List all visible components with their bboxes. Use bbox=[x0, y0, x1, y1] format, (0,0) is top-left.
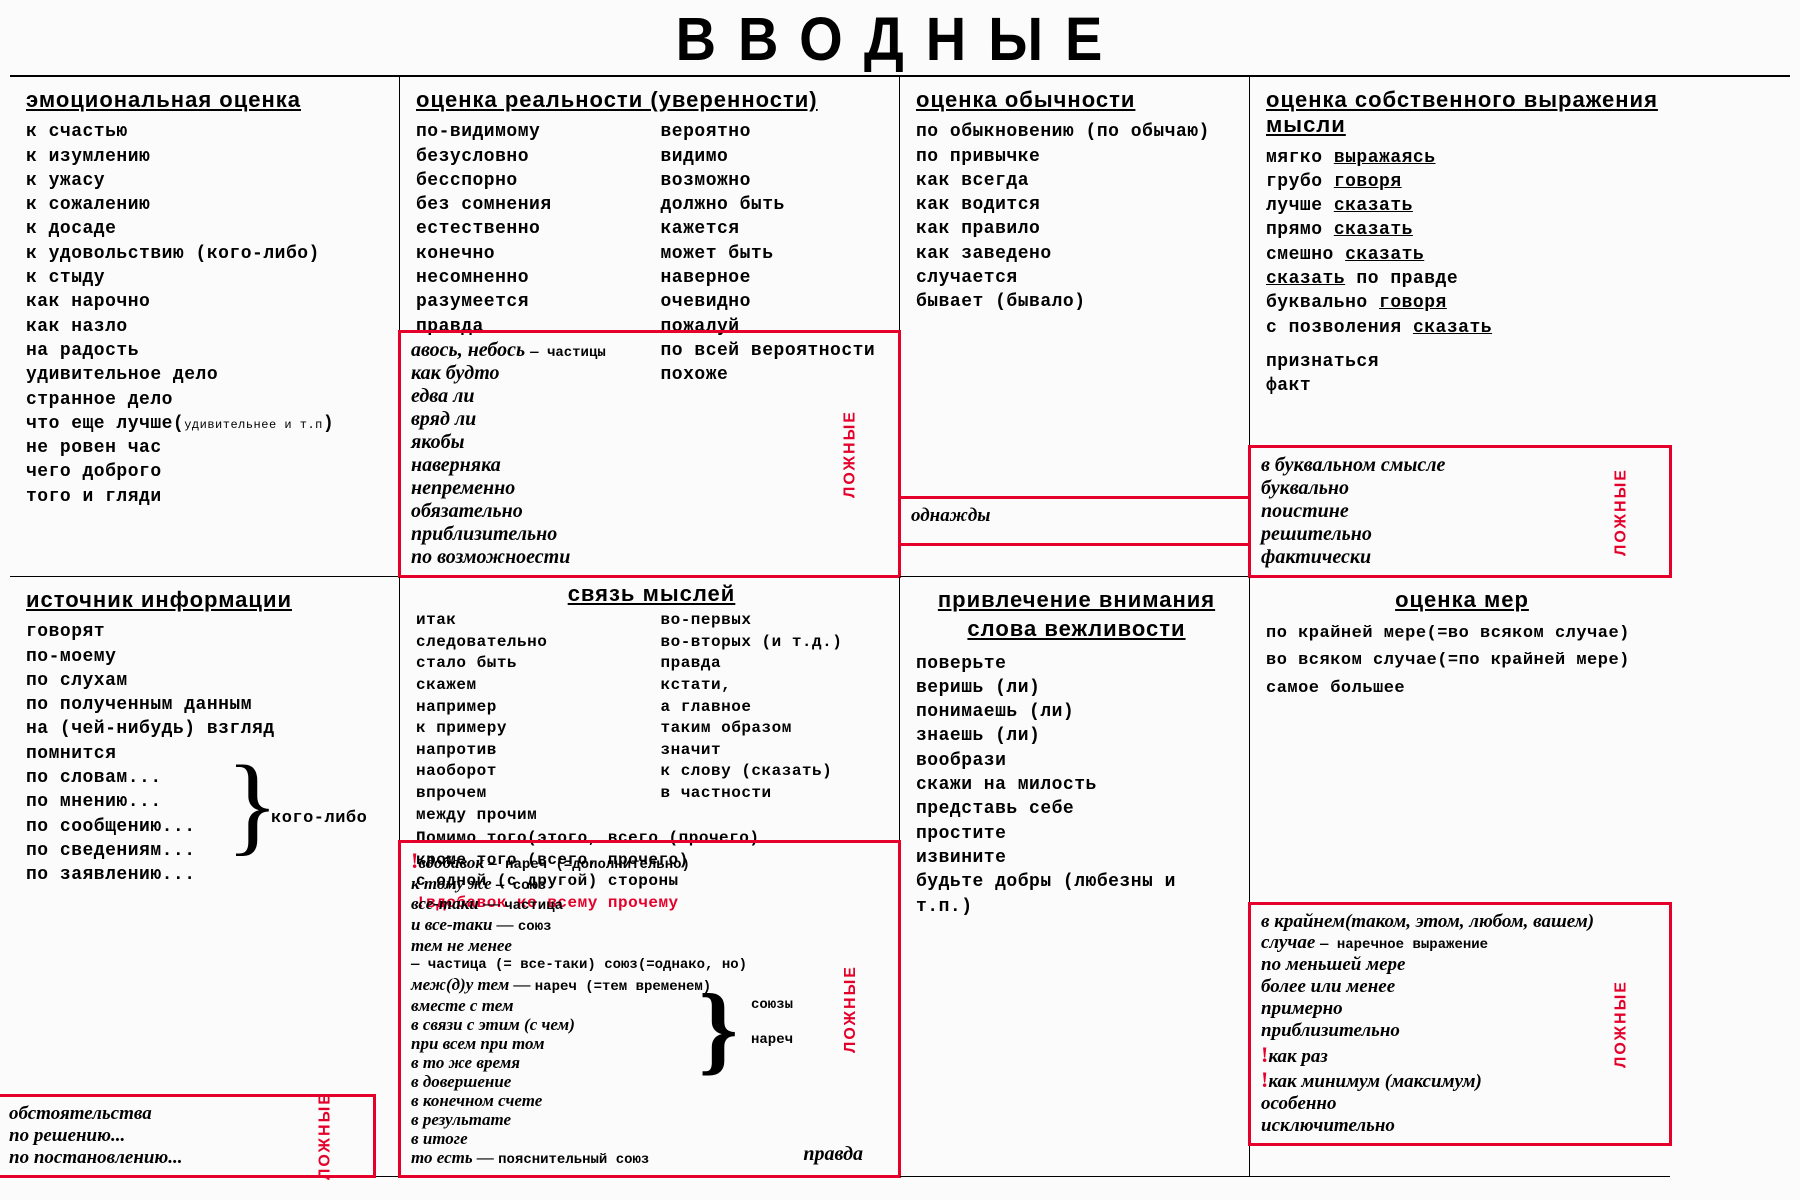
false-box: в крайнем(таком, этом, любом, вашем) слу… bbox=[1248, 902, 1672, 1146]
false-box: авось, небось — частицыкак будтоедва лив… bbox=[398, 330, 901, 578]
false-box: !вдобавок — нареч (=дополнительно)к тому… bbox=[398, 840, 901, 1178]
cell-connection: связь мыслей итакследовательностало быть… bbox=[400, 577, 900, 1177]
heading: эмоциональная оценка bbox=[26, 87, 387, 112]
heading: оценка собственного выражения мысли bbox=[1266, 87, 1658, 138]
cell-attention: привлечение внимания слова вежливости по… bbox=[900, 577, 1250, 1177]
list: говорятпо-моемупо слухампо полученным да… bbox=[26, 620, 387, 766]
cell-measure: оценка мер по крайней мере(=во всяком сл… bbox=[1250, 577, 1670, 1177]
list: по обыкновению (по обычаю)по привычкекак… bbox=[916, 120, 1237, 314]
list: поверьтеверишь (ли)понимаешь (ли)знаешь … bbox=[916, 652, 1237, 919]
list: мягко выражаясьгрубо говорялучше сказать… bbox=[1266, 146, 1658, 340]
heading: оценка реальности (уверенности) bbox=[416, 87, 887, 112]
cell-expression: оценка собственного выражения мысли мягк… bbox=[1250, 77, 1670, 577]
false-box: однажды bbox=[898, 496, 1251, 546]
list: к счастьюк изумлениюк ужасук сожалениюк … bbox=[26, 120, 387, 509]
false-label: ЛОЖНЫЕ bbox=[1613, 980, 1631, 1068]
cell-source: источник информации говорятпо-моемупо сл… bbox=[10, 577, 400, 1177]
heading: оценка мер bbox=[1266, 587, 1658, 612]
list: по крайней мере(=во всяком случае)во вся… bbox=[1266, 620, 1658, 702]
false-label: ЛОЖНЫЕ bbox=[317, 1092, 335, 1180]
heading2: слова вежливости bbox=[916, 616, 1237, 641]
cell-emotional: эмоциональная оценка к счастьюк изумлени… bbox=[10, 77, 400, 577]
false-label: ЛОЖНЫЕ bbox=[842, 410, 860, 498]
heading: оценка обычности bbox=[916, 87, 1237, 112]
false-box: в буквальном смыслебуквальнопоистинереши… bbox=[1248, 445, 1672, 578]
false-box: обстоятельствапо решению...по постановле… bbox=[0, 1094, 376, 1178]
heading: источник информации bbox=[26, 587, 387, 612]
cell-reality: оценка реальности (уверенности) по-видим… bbox=[400, 77, 900, 577]
heading: связь мыслей bbox=[416, 581, 887, 606]
grid: эмоциональная оценка к счастьюк изумлени… bbox=[10, 75, 1790, 1177]
heading: привлечение внимания bbox=[916, 587, 1237, 612]
false-label: ЛОЖНЫЕ bbox=[842, 965, 860, 1053]
page-title: ВВОДНЫЕ bbox=[0, 0, 1800, 79]
cell-usual: оценка обычности по обыкновению (по обыч… bbox=[900, 77, 1250, 577]
false-label: ЛОЖНЫЕ bbox=[1613, 468, 1631, 556]
